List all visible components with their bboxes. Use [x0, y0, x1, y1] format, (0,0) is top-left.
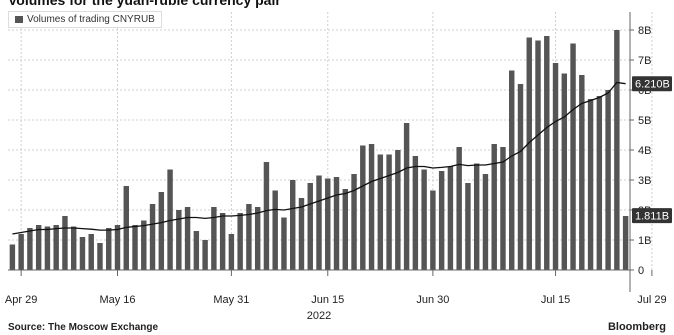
volume-bar — [517, 84, 524, 270]
volume-bar — [622, 216, 629, 270]
y-tick-label: 1B — [638, 235, 651, 247]
last-value-badge — [632, 76, 672, 92]
volume-bar — [281, 217, 287, 270]
volume-bar — [202, 240, 208, 270]
volume-bar — [438, 171, 445, 270]
source-note: Source: The Moscow Exchange — [8, 322, 159, 333]
volume-bar — [395, 150, 401, 270]
y-tick-label: 5B — [638, 115, 651, 127]
volume-bar — [614, 30, 620, 270]
last-value-badge — [632, 208, 672, 224]
volume-bar — [141, 220, 147, 270]
volume-bar — [44, 226, 51, 270]
volume-bar — [254, 207, 261, 270]
volume-bar — [587, 99, 594, 270]
volume-bar — [176, 210, 182, 270]
x-tick-label: May 16 — [99, 294, 135, 306]
volume-bar — [290, 180, 296, 270]
volume-bar — [18, 234, 24, 270]
volume-bar — [386, 154, 392, 270]
y-tick-label: 7B — [638, 55, 651, 67]
volume-bar — [421, 169, 427, 270]
y-tick-label: 8B — [638, 25, 651, 37]
volume-bar — [605, 90, 611, 270]
volume-bar — [316, 175, 322, 270]
volume-bar — [167, 169, 173, 270]
last-value-label: 6.210B — [635, 79, 670, 91]
volume-bar — [219, 213, 226, 270]
volume-bar — [377, 154, 384, 270]
volume-bar — [342, 189, 348, 270]
x-tick-label: Jun 30 — [416, 294, 449, 306]
year-label: 2022 — [307, 310, 331, 322]
volume-bar — [228, 234, 235, 270]
volume-bar — [114, 225, 121, 270]
x-tick-label: Apr 29 — [5, 294, 37, 306]
volume-bar — [596, 96, 603, 270]
y-tick-label: 4B — [638, 145, 651, 157]
volume-bar — [246, 204, 252, 270]
x-tick-label: Jun 15 — [311, 294, 344, 306]
volume-bar — [27, 228, 33, 270]
volume-bar — [184, 207, 191, 270]
volume-bar — [237, 213, 243, 270]
volume-bar — [70, 226, 77, 270]
volume-bar — [491, 144, 497, 270]
volume-bar — [263, 162, 270, 270]
volume-bar — [360, 145, 366, 270]
volume-bar — [403, 123, 410, 270]
volume-bar — [333, 177, 340, 270]
volume-bar — [158, 192, 165, 270]
last-value-label: 1.811B — [635, 211, 669, 223]
brand-logo: Bloomberg — [607, 321, 666, 333]
volume-bar — [368, 144, 375, 270]
volume-bar — [552, 63, 559, 270]
volume-bar — [307, 183, 313, 270]
volume-bar — [561, 73, 568, 270]
x-tick-label: Jul 29 — [637, 294, 666, 306]
chart-title: Volumes for the yuan-ruble currency pair — [8, 0, 281, 8]
volume-bar — [35, 225, 42, 270]
volume-bar — [535, 40, 541, 270]
volume-bar — [351, 174, 357, 270]
volume-bar — [272, 190, 278, 270]
volume-bar — [509, 70, 515, 270]
volume-bar — [53, 225, 59, 270]
moving-average-line — [12, 81, 626, 235]
volume-bar — [430, 190, 436, 270]
volume-bar — [211, 207, 217, 270]
volume-bar — [482, 174, 489, 270]
volume-bar — [97, 243, 103, 270]
volume-bar — [106, 228, 112, 270]
volume-bar — [465, 183, 471, 270]
x-tick-label: May 31 — [213, 294, 249, 306]
volume-bar — [447, 166, 454, 270]
volume-bar — [88, 234, 94, 270]
legend-swatch — [15, 16, 23, 23]
volume-bar — [9, 244, 16, 270]
y-tick-label: 3B — [638, 175, 651, 187]
y-tick-label: 0 — [638, 265, 644, 277]
volume-bar — [526, 37, 532, 270]
volume-bar — [132, 225, 138, 270]
volume-bar — [149, 204, 156, 270]
volume-bar — [325, 178, 331, 270]
volume-bar — [570, 43, 576, 270]
volume-bar — [79, 237, 86, 270]
volume-bar — [500, 147, 506, 270]
chart-legend: Volumes of trading CNYRUB — [8, 11, 162, 28]
legend-label: Volumes of trading CNYRUB — [27, 14, 155, 25]
volume-bar — [456, 147, 462, 270]
volume-bar — [412, 156, 419, 270]
volume-bar — [579, 75, 585, 270]
volume-bar — [473, 163, 480, 270]
volume-bar — [62, 216, 68, 270]
x-tick-label: Jul 15 — [541, 294, 570, 306]
volume-bar — [193, 231, 200, 270]
volume-bar — [298, 198, 305, 270]
volume-bar — [544, 36, 550, 270]
